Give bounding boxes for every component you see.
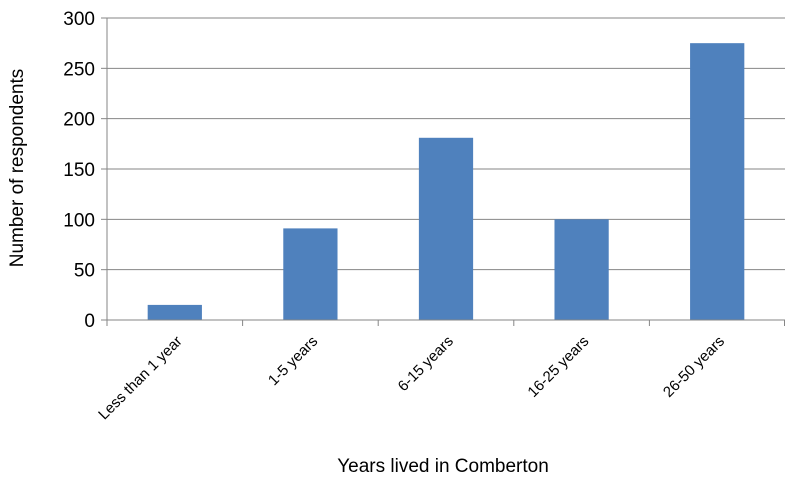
bar	[418, 137, 474, 320]
bar	[554, 219, 609, 320]
y-tick-label: 250	[63, 59, 95, 80]
x-tick-label: 1-5 years	[265, 333, 321, 389]
bar	[690, 43, 745, 321]
x-axis-title: Years lived in Comberton	[337, 456, 549, 477]
x-tick-label: 16-25 years	[524, 333, 592, 401]
y-tick-label: 300	[63, 9, 95, 30]
x-tick-labels: Less than 1 year 1-5 years 6-15 years 16-25…	[95, 333, 728, 423]
y-tick-label: 0	[84, 311, 95, 332]
bars	[147, 43, 745, 321]
x-tick-label: 6-15 years	[395, 333, 457, 395]
y-tick-labels: 0 50 100 150 200 250 300	[63, 9, 95, 332]
axes	[101, 17, 785, 326]
x-tick-label: Less than 1 year	[95, 333, 185, 423]
y-tick-label: 150	[63, 160, 95, 181]
bar	[147, 304, 202, 320]
y-tick-label: 100	[63, 210, 95, 231]
bar	[283, 228, 338, 320]
y-axis-title: Number of respondents	[7, 69, 28, 268]
y-tick-label: 50	[74, 261, 95, 282]
y-tick-label: 200	[63, 110, 95, 131]
x-tick-label: 26-50 years	[660, 333, 728, 401]
